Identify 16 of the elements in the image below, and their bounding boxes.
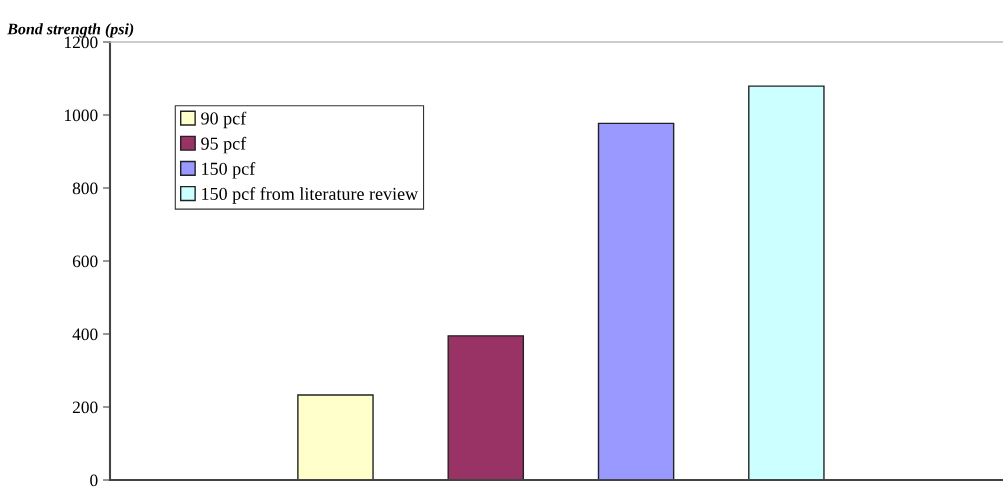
y-tick-label: 200 xyxy=(72,401,98,414)
legend-label: 90 pcf xyxy=(201,111,247,129)
bar xyxy=(297,394,374,480)
legend-label: 95 pcf xyxy=(201,136,247,154)
y-axis-title: Bond strength (psi) xyxy=(7,23,134,38)
y-tick-label: 600 xyxy=(72,255,98,268)
y-tick-label: 1000 xyxy=(65,109,98,122)
bar xyxy=(748,85,825,480)
y-tick-label: 0 xyxy=(90,474,98,487)
legend-label: 150 pcf xyxy=(202,161,256,179)
legend-label: 150 pcf from literature review xyxy=(202,187,419,204)
bar xyxy=(597,122,675,480)
y-tick-label: 1200 xyxy=(65,36,98,49)
y-tick-label: 400 xyxy=(72,328,98,341)
y-tick-label: 800 xyxy=(72,182,98,195)
bar xyxy=(447,335,525,480)
